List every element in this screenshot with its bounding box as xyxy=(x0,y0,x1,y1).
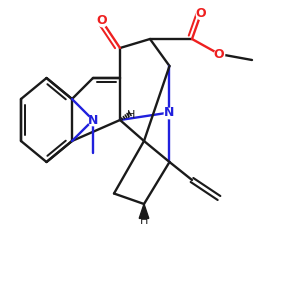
Point xyxy=(199,11,203,16)
Text: N: N xyxy=(164,106,175,119)
Point xyxy=(217,52,221,56)
Polygon shape xyxy=(139,204,149,218)
Point xyxy=(91,118,95,122)
Text: H: H xyxy=(127,110,136,120)
Point xyxy=(167,110,172,115)
Text: O: O xyxy=(214,47,224,61)
Point xyxy=(100,19,104,23)
Text: O: O xyxy=(97,14,107,28)
Text: O: O xyxy=(196,7,206,20)
Text: N: N xyxy=(88,113,98,127)
Text: H: H xyxy=(140,215,148,226)
